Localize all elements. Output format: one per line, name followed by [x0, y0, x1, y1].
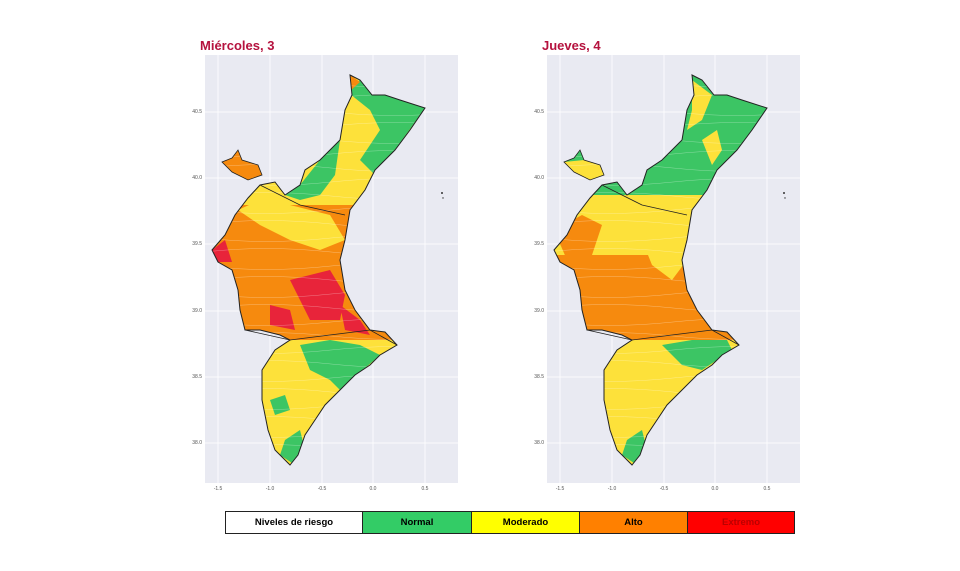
risk-region: [212, 75, 425, 205]
risk-map-thursday: [547, 55, 800, 483]
risk-region: [345, 80, 425, 175]
risk-region: [270, 395, 290, 415]
risk-legend: Niveles de riesgo Normal Moderado Alto E…: [225, 511, 795, 534]
x-tick-label: 0.5: [763, 486, 771, 492]
risk-region: [270, 305, 295, 330]
legend-moderado: Moderado: [471, 512, 579, 533]
legend-extremo: Extremo: [687, 512, 794, 533]
risk-region: [702, 130, 722, 165]
y-tick-label: 38.0: [534, 440, 544, 446]
legend-title: Niveles de riesgo: [226, 512, 362, 533]
y-tick-label: 38.5: [534, 374, 544, 380]
risk-region: [238, 200, 345, 250]
risk-region: [564, 150, 584, 162]
y-tick-label: 39.0: [534, 308, 544, 314]
risk-region: [662, 340, 732, 370]
x-tick-label: -1.0: [265, 486, 275, 492]
map-title-thursday: Jueves, 4: [542, 38, 601, 53]
legend-alto: Alto: [579, 512, 687, 533]
x-tick-label: -1.5: [213, 486, 223, 492]
x-tick-label: 0.5: [421, 486, 429, 492]
x-tick-label: 0.0: [711, 486, 719, 492]
risk-region: [554, 75, 767, 205]
map-title-wednesday: Miércoles, 3: [200, 38, 275, 53]
y-tick-label: 39.5: [534, 241, 544, 247]
risk-region: [285, 140, 340, 200]
y-tick-label: 40.5: [192, 109, 202, 115]
y-tick-label: 40.0: [534, 175, 544, 181]
y-tick-label: 39.5: [192, 241, 202, 247]
risk-region: [580, 270, 617, 320]
risk-region: [290, 270, 345, 320]
x-tick-label: 0.0: [369, 486, 377, 492]
x-tick-label: -1.0: [607, 486, 617, 492]
risk-region: [212, 240, 232, 262]
risk-map-wednesday: [205, 55, 458, 483]
x-tick-label: -0.5: [317, 486, 327, 492]
x-tick-label: -0.5: [659, 486, 669, 492]
legend-normal: Normal: [362, 512, 471, 533]
y-tick-label: 40.5: [534, 109, 544, 115]
y-tick-label: 40.0: [192, 175, 202, 181]
y-tick-label: 38.0: [192, 440, 202, 446]
region-outline: [553, 74, 768, 466]
region-outline: [211, 74, 426, 466]
y-tick-label: 38.5: [192, 374, 202, 380]
risk-region: [642, 210, 687, 280]
risk-region: [554, 340, 767, 465]
x-tick-label: -1.5: [555, 486, 565, 492]
y-tick-label: 39.0: [192, 308, 202, 314]
